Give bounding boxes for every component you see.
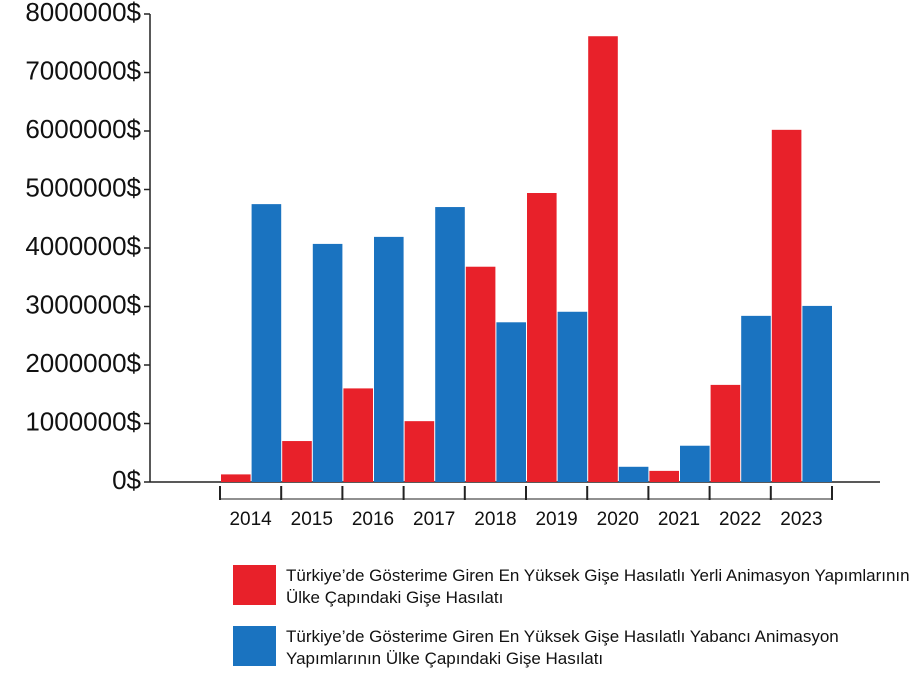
y-tick-label: 6000000$ (25, 114, 141, 144)
x-tick-label: 2022 (719, 509, 761, 530)
y-tick-label: 5000000$ (25, 172, 141, 202)
legend-item: Türkiye’de Gösterime Giren En Yüksek Giş… (233, 565, 920, 609)
bar (680, 445, 710, 482)
y-tick-label: 1000000$ (25, 406, 141, 436)
bar (741, 315, 771, 482)
legend-item: Türkiye’de Gösterime Giren En Yüksek Giş… (233, 626, 920, 670)
chart: 0$ 1000000$ 2000000$ 3000000$ 4000000$ 500000… (25, 0, 880, 530)
x-tick-label: 2023 (780, 509, 822, 530)
x-tick-label: 2020 (597, 509, 639, 530)
x-tick-label: 2016 (352, 509, 394, 530)
x-tick-label: 2017 (413, 509, 455, 530)
bar (771, 129, 802, 482)
x-tick-label: 2018 (474, 509, 516, 530)
y-tick-label: 2000000$ (25, 348, 141, 378)
bar (588, 36, 618, 482)
x-tick-label: 2021 (658, 509, 700, 530)
bar (404, 421, 435, 482)
x-tick-label: 2014 (229, 509, 272, 530)
legend-label: Türkiye’de Gösterime Giren En Yüksek Giş… (286, 566, 910, 607)
bar (343, 388, 373, 482)
legend-swatch (233, 565, 276, 605)
x-tick-label: 2019 (535, 509, 577, 530)
bar (465, 266, 496, 482)
legend-label: Türkiye’de Gösterime Giren En Yüksek Giş… (286, 627, 839, 668)
bar (435, 207, 465, 483)
y-tick-label: 0$ (112, 465, 141, 495)
y-tick-label: 7000000$ (25, 55, 141, 85)
y-tick-label: 8000000$ (25, 0, 141, 27)
bar (710, 384, 741, 482)
bar (251, 204, 282, 482)
bar (312, 243, 343, 482)
bar (282, 441, 312, 482)
bar (557, 311, 588, 482)
bar (649, 470, 679, 482)
y-tick-label: 3000000$ (25, 289, 141, 319)
bar (374, 236, 404, 482)
bar (802, 305, 832, 482)
legend-swatch (233, 626, 276, 666)
bar (496, 322, 526, 482)
y-tick-label: 4000000$ (25, 231, 141, 261)
bar (618, 466, 649, 482)
bar (221, 474, 251, 482)
x-tick-label: 2015 (291, 509, 333, 530)
bar (527, 193, 557, 482)
